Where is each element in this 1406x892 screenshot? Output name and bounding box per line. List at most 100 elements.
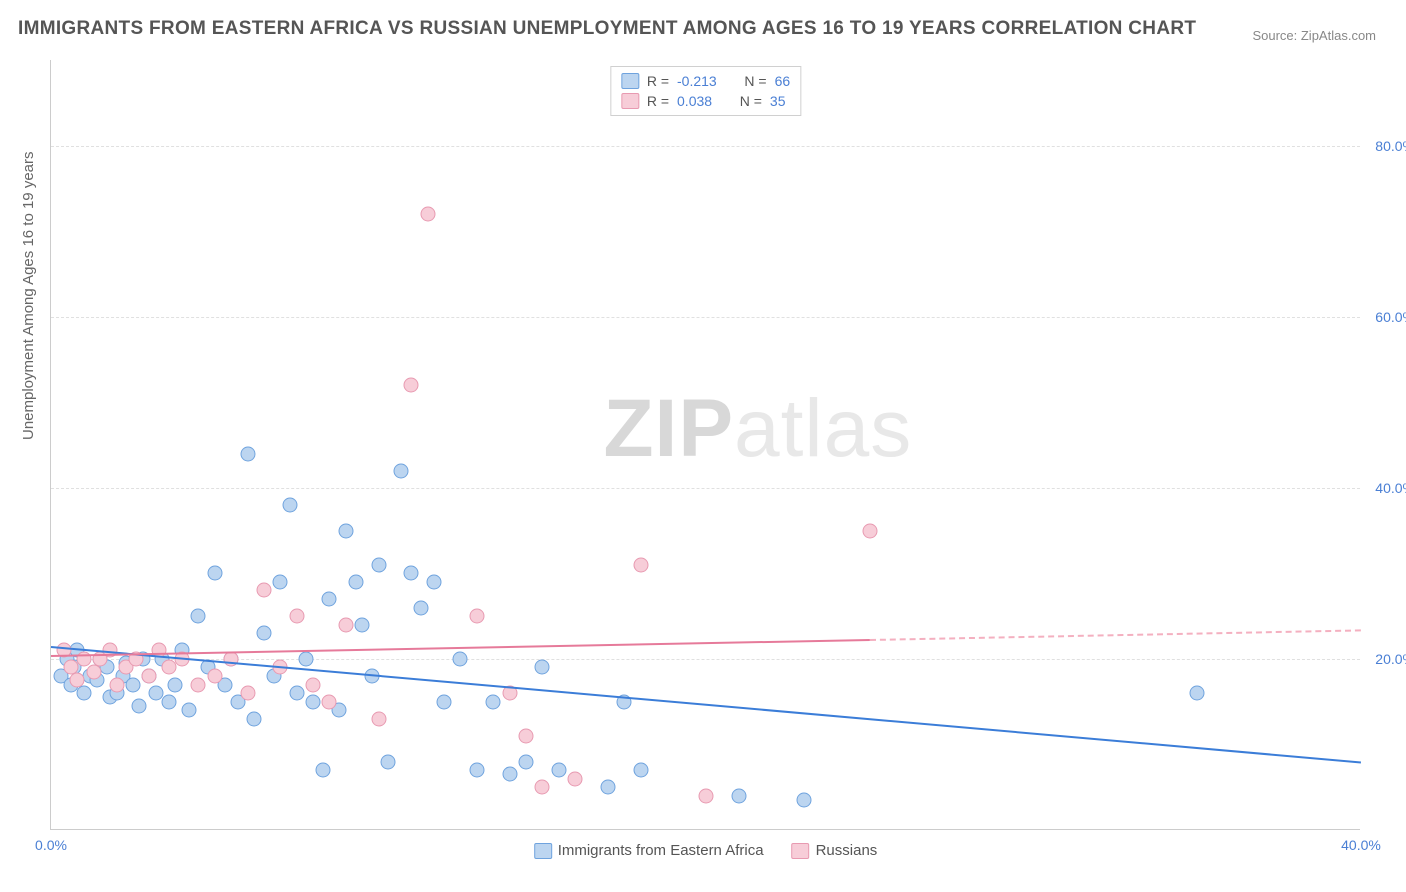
legend-r-label: R = (647, 93, 669, 109)
marker-eastern-africa (437, 694, 452, 709)
marker-russians (699, 788, 714, 803)
legend-n-label: N = (740, 93, 762, 109)
legend-n-label: N = (744, 73, 766, 89)
watermark-zip: ZIP (603, 383, 734, 474)
marker-eastern-africa (306, 694, 321, 709)
correlation-legend: R = -0.213 N = 66R = 0.038 N = 35 (610, 66, 801, 116)
marker-eastern-africa (404, 566, 419, 581)
marker-russians (469, 609, 484, 624)
watermark-atlas: atlas (734, 383, 912, 474)
marker-russians (289, 609, 304, 624)
gridline (51, 488, 1360, 489)
marker-russians (256, 583, 271, 598)
legend-r-value: -0.213 (677, 73, 717, 89)
gridline (51, 317, 1360, 318)
marker-eastern-africa (731, 788, 746, 803)
marker-eastern-africa (1190, 686, 1205, 701)
marker-russians (109, 677, 124, 692)
y-tick-label: 80.0% (1375, 138, 1406, 154)
legend-n-value: 66 (775, 73, 791, 89)
marker-russians (420, 207, 435, 222)
marker-russians (161, 660, 176, 675)
marker-eastern-africa (486, 694, 501, 709)
marker-eastern-africa (315, 763, 330, 778)
legend-swatch (621, 73, 639, 89)
marker-eastern-africa (273, 574, 288, 589)
scatter-plot: ZIPatlas R = -0.213 N = 66R = 0.038 N = … (50, 60, 1360, 830)
marker-eastern-africa (161, 694, 176, 709)
chart-title: IMMIGRANTS FROM EASTERN AFRICA VS RUSSIA… (18, 18, 1196, 40)
marker-russians (142, 669, 157, 684)
marker-eastern-africa (797, 793, 812, 808)
marker-eastern-africa (518, 754, 533, 769)
marker-eastern-africa (394, 463, 409, 478)
marker-russians (371, 711, 386, 726)
marker-russians (207, 669, 222, 684)
legend-swatch (534, 843, 552, 859)
y-tick-label: 20.0% (1375, 651, 1406, 667)
marker-eastern-africa (191, 609, 206, 624)
series-legend: Immigrants from Eastern Africa Russians (534, 842, 878, 859)
trend-line (870, 629, 1361, 641)
marker-russians (338, 617, 353, 632)
trend-line (51, 646, 1361, 763)
legend-r-label: R = (647, 73, 669, 89)
marker-eastern-africa (283, 497, 298, 512)
marker-eastern-africa (535, 660, 550, 675)
legend-item: Immigrants from Eastern Africa (534, 842, 764, 859)
marker-eastern-africa (427, 574, 442, 589)
marker-eastern-africa (240, 446, 255, 461)
marker-russians (518, 728, 533, 743)
source-attribution: Source: ZipAtlas.com (1252, 28, 1376, 43)
marker-russians (862, 523, 877, 538)
x-tick-label: 40.0% (1341, 837, 1381, 853)
marker-russians (306, 677, 321, 692)
legend-label: Immigrants from Eastern Africa (558, 842, 764, 859)
marker-eastern-africa (299, 651, 314, 666)
marker-eastern-africa (414, 600, 429, 615)
marker-eastern-africa (76, 686, 91, 701)
y-tick-label: 60.0% (1375, 309, 1406, 325)
marker-eastern-africa (348, 574, 363, 589)
marker-russians (70, 673, 85, 688)
legend-swatch (621, 93, 639, 109)
gridline (51, 146, 1360, 147)
marker-eastern-africa (132, 698, 147, 713)
marker-eastern-africa (453, 651, 468, 666)
marker-russians (240, 686, 255, 701)
marker-eastern-africa (256, 626, 271, 641)
legend-swatch (792, 843, 810, 859)
legend-label: Russians (816, 842, 878, 859)
marker-eastern-africa (125, 677, 140, 692)
marker-eastern-africa (322, 592, 337, 607)
marker-eastern-africa (338, 523, 353, 538)
marker-eastern-africa (633, 763, 648, 778)
x-tick-label: 0.0% (35, 837, 67, 853)
marker-russians (404, 378, 419, 393)
marker-russians (191, 677, 206, 692)
marker-eastern-africa (355, 617, 370, 632)
legend-r-value: 0.038 (677, 93, 712, 109)
marker-russians (322, 694, 337, 709)
marker-eastern-africa (247, 711, 262, 726)
marker-eastern-africa (600, 780, 615, 795)
legend-row: R = -0.213 N = 66 (621, 71, 790, 91)
legend-row: R = 0.038 N = 35 (621, 91, 790, 111)
y-tick-label: 40.0% (1375, 480, 1406, 496)
marker-russians (633, 557, 648, 572)
marker-russians (568, 771, 583, 786)
marker-eastern-africa (371, 557, 386, 572)
marker-eastern-africa (289, 686, 304, 701)
legend-item: Russians (792, 842, 878, 859)
marker-eastern-africa (168, 677, 183, 692)
marker-eastern-africa (181, 703, 196, 718)
gridline (51, 659, 1360, 660)
legend-n-value: 35 (770, 93, 786, 109)
y-axis-label: Unemployment Among Ages 16 to 19 years (20, 151, 37, 440)
marker-eastern-africa (207, 566, 222, 581)
marker-eastern-africa (551, 763, 566, 778)
watermark: ZIPatlas (603, 382, 912, 476)
marker-russians (86, 664, 101, 679)
marker-eastern-africa (469, 763, 484, 778)
marker-eastern-africa (502, 767, 517, 782)
